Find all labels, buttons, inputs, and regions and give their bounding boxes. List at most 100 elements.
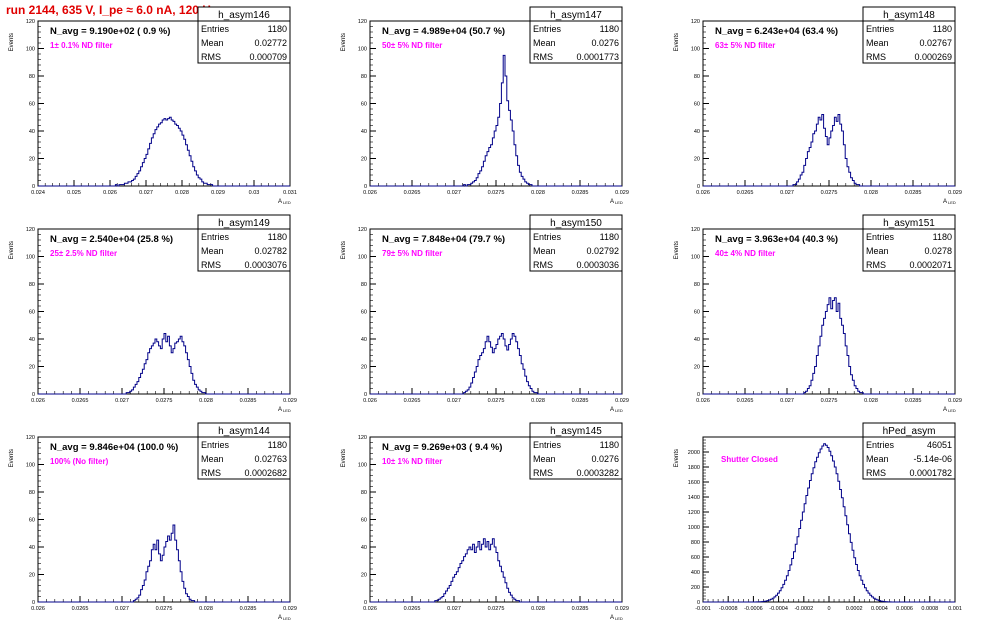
filter-label: 63± 5% ND filter bbox=[715, 41, 775, 50]
y-tick-label: 80 bbox=[694, 282, 700, 288]
stats-value: 0.02772 bbox=[254, 38, 287, 48]
y-tick-label: 120 bbox=[358, 435, 367, 441]
y-tick-label: 80 bbox=[361, 74, 367, 80]
x-tick-label: 0.028 bbox=[864, 190, 878, 196]
y-axis-title: Events bbox=[674, 241, 680, 259]
x-tick-label: 0.0275 bbox=[821, 398, 838, 404]
y-tick-label: 120 bbox=[358, 19, 367, 25]
x-axis-subscript: LED bbox=[283, 616, 291, 621]
stats-value: 1180 bbox=[268, 440, 287, 450]
stats-box bbox=[529, 6, 623, 64]
y-axis-title: Events bbox=[9, 241, 15, 259]
x-tick-label: 0.0004 bbox=[871, 606, 888, 612]
y-axis-title: Events bbox=[341, 33, 347, 51]
stats-label: RMS bbox=[866, 260, 886, 270]
stats-title: h_asym146 bbox=[218, 10, 270, 21]
stats-label: RMS bbox=[533, 468, 553, 478]
filter-label: 100% (No filter) bbox=[50, 457, 109, 466]
y-tick-label: 40 bbox=[361, 129, 367, 135]
x-axis-title: A bbox=[610, 407, 614, 413]
stats-title: h_asym144 bbox=[218, 426, 270, 437]
x-tick-label: 0.028 bbox=[531, 190, 545, 196]
y-tick-label: 100 bbox=[691, 47, 700, 53]
x-tick-label: 0.027 bbox=[447, 190, 461, 196]
stats-value: 1180 bbox=[600, 232, 619, 242]
x-tick-label: 0.029 bbox=[283, 606, 297, 612]
y-tick-label: 0 bbox=[364, 600, 367, 606]
x-axis-title: A bbox=[943, 407, 947, 413]
stats-value: 1180 bbox=[933, 232, 952, 242]
y-tick-label: 60 bbox=[29, 102, 35, 108]
stats-label: Mean bbox=[533, 454, 556, 464]
navg-label: N_avg = 9.269e+03 ( 9.4 %) bbox=[382, 442, 502, 453]
y-tick-label: 400 bbox=[691, 570, 700, 576]
histogram-steps bbox=[370, 538, 622, 603]
stats-value: 1180 bbox=[268, 232, 287, 242]
y-tick-label: 100 bbox=[26, 463, 35, 469]
stats-title: h_asym150 bbox=[550, 218, 602, 229]
x-tick-label: 0.027 bbox=[780, 398, 794, 404]
x-tick-label: 0.0285 bbox=[572, 398, 589, 404]
histogram-steps bbox=[370, 54, 622, 187]
x-tick-label: 0.0265 bbox=[737, 190, 754, 196]
stats-value: 0.0003076 bbox=[244, 260, 287, 270]
stats-value: 0.02763 bbox=[254, 454, 287, 464]
y-tick-label: 120 bbox=[26, 435, 35, 441]
x-tick-label: 0.029 bbox=[615, 398, 629, 404]
stats-label: Mean bbox=[201, 454, 224, 464]
stats-label: Mean bbox=[201, 246, 224, 256]
stats-box bbox=[862, 214, 956, 272]
y-tick-label: 80 bbox=[29, 282, 35, 288]
x-tick-label: 0.026 bbox=[696, 190, 710, 196]
y-axis-title: Events bbox=[341, 241, 347, 259]
navg-label: N_avg = 3.963e+04 (40.3 %) bbox=[715, 234, 838, 245]
stats-value: 1180 bbox=[600, 24, 619, 34]
x-tick-label: 0.027 bbox=[447, 606, 461, 612]
stats-value: 1180 bbox=[933, 24, 952, 34]
x-tick-label: 0.027 bbox=[780, 190, 794, 196]
y-tick-label: 200 bbox=[691, 585, 700, 591]
y-tick-label: 20 bbox=[361, 573, 367, 579]
x-tick-label: 0.0285 bbox=[240, 606, 257, 612]
y-tick-label: 0 bbox=[697, 392, 700, 398]
stats-value: 0.0276 bbox=[591, 38, 619, 48]
histogram-steps bbox=[38, 333, 290, 395]
x-tick-label: 0.0275 bbox=[488, 606, 505, 612]
y-tick-label: 40 bbox=[694, 337, 700, 343]
x-tick-label: 0.0265 bbox=[404, 606, 421, 612]
y-tick-label: 80 bbox=[29, 74, 35, 80]
x-tick-label: 0.0275 bbox=[821, 190, 838, 196]
x-axis-subscript: LED bbox=[615, 408, 623, 413]
filter-label: 79± 5% ND filter bbox=[382, 249, 442, 258]
x-axis-subscript: LED bbox=[615, 616, 623, 621]
y-tick-label: 2000 bbox=[688, 450, 700, 456]
navg-label: N_avg = 7.848e+04 (79.7 %) bbox=[382, 234, 505, 245]
histogram-panel-h_asym145: Events 0 20 40 60 80 100 120 0.026 0.0265 0.027 0.0… bbox=[341, 422, 629, 621]
x-tick-label: 0.0275 bbox=[156, 398, 173, 404]
y-tick-label: 60 bbox=[29, 518, 35, 524]
stats-title: h_asym145 bbox=[550, 426, 602, 437]
x-tick-label: 0.029 bbox=[948, 398, 962, 404]
y-tick-label: 1400 bbox=[688, 495, 700, 501]
stats-label: Mean bbox=[533, 246, 556, 256]
x-axis-title: A bbox=[943, 199, 947, 205]
y-tick-label: 100 bbox=[691, 255, 700, 261]
y-tick-label: 0 bbox=[32, 392, 35, 398]
x-tick-label: 0.027 bbox=[139, 190, 153, 196]
x-tick-label: 0.001 bbox=[948, 606, 962, 612]
navg-label: N_avg = 6.243e+04 (63.4 %) bbox=[715, 26, 838, 37]
x-tick-label: 0.026 bbox=[696, 398, 710, 404]
y-tick-label: 100 bbox=[26, 255, 35, 261]
stats-value: 0.02767 bbox=[919, 38, 952, 48]
stats-label: Entries bbox=[866, 24, 895, 34]
y-tick-label: 0 bbox=[697, 600, 700, 606]
stats-box bbox=[529, 422, 623, 480]
x-tick-label: 0.026 bbox=[103, 190, 117, 196]
x-tick-label: 0.027 bbox=[115, 606, 129, 612]
x-axis-title: A bbox=[610, 615, 614, 621]
y-tick-label: 60 bbox=[694, 102, 700, 108]
histogram-steps bbox=[703, 443, 955, 603]
histogram-steps bbox=[38, 116, 290, 187]
y-tick-label: 1200 bbox=[688, 510, 700, 516]
x-axis-title: A bbox=[278, 199, 282, 205]
